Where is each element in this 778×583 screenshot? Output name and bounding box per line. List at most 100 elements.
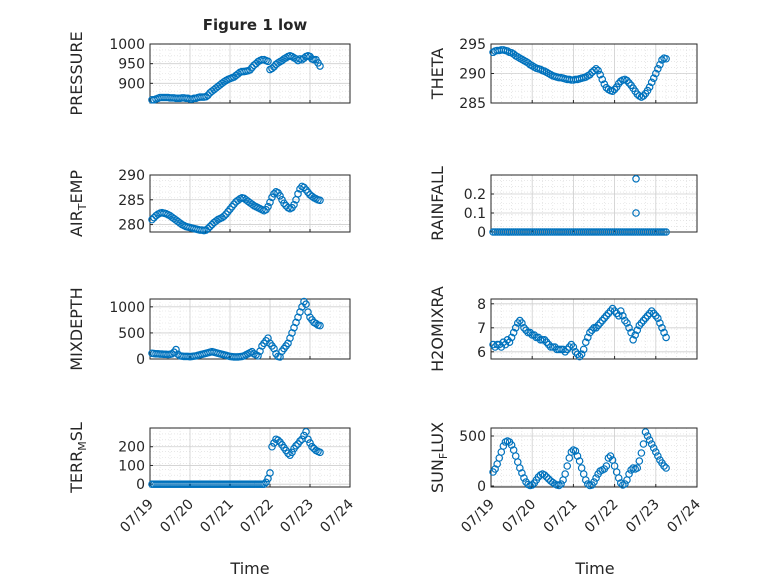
data-point (316, 196, 324, 205)
x-tick-label: 07/23 (623, 496, 663, 536)
data-point (654, 64, 662, 73)
data-point (176, 219, 184, 227)
data-point (579, 345, 588, 354)
data-point (654, 452, 662, 460)
data-point (602, 462, 611, 470)
data-point (505, 338, 514, 347)
data-point (522, 326, 530, 335)
data-point (268, 442, 276, 451)
data-point (516, 464, 524, 472)
data-point (276, 192, 284, 200)
data-point (246, 66, 254, 74)
y-axis-label-text: SUN (428, 459, 447, 493)
data-point (501, 340, 510, 349)
y-axis-label: RAINFALL (428, 166, 447, 241)
data-point (645, 83, 654, 91)
y-tick-label: 950 (118, 57, 145, 73)
data-point (212, 217, 220, 225)
data-point (507, 441, 516, 449)
data-point (590, 323, 598, 332)
y-axis-label-text: H2OMIXRA (428, 286, 447, 372)
data-point (625, 79, 633, 87)
data-point (649, 309, 658, 318)
axes-box (490, 174, 698, 233)
data-point (567, 448, 576, 456)
y-axis-label: H2OMIXRA (428, 286, 447, 372)
data-point (536, 335, 545, 344)
data-point (266, 198, 274, 207)
data-point (594, 66, 602, 75)
data-point (643, 311, 652, 320)
x-tick-label: 07/20 (157, 496, 197, 536)
y-axis-label-text: THETA (428, 48, 447, 100)
data-point (632, 175, 640, 183)
y-tick-label: 285 (459, 96, 486, 112)
data-point (152, 211, 160, 220)
data-point (586, 328, 594, 337)
y-axis-label-subscript: T (76, 203, 89, 211)
data-point (602, 311, 611, 320)
data-point (561, 347, 569, 356)
data-point (590, 66, 598, 75)
axes-box (490, 298, 698, 360)
data-point (662, 333, 670, 342)
x-axis-label-left: Time (229, 559, 269, 578)
data-point (643, 432, 652, 440)
y-axis-label-text: MIXDEPTH (67, 287, 86, 370)
x-tick-label: 07/22 (582, 496, 622, 536)
axes-box (149, 43, 351, 104)
data-point (308, 192, 316, 201)
y-axis-label: TERRMSL (67, 422, 89, 494)
panel-3: 280 285 290 AIRTEMP (67, 168, 351, 237)
data-point (575, 457, 584, 465)
data-point (639, 440, 648, 448)
data-point (619, 311, 627, 320)
data-point (608, 304, 617, 313)
data-point (290, 200, 298, 209)
panel-7: 0 100 200 07/19 07/20 07/21 07/22 07/23 07/24 TER… (67, 422, 357, 536)
data-point (302, 427, 310, 436)
data-point (548, 343, 557, 351)
data-point (493, 340, 501, 349)
y-tick-label: 100 (118, 458, 145, 474)
panel-4: 0 0.1 0.2 RAINFALL (428, 166, 698, 241)
axes-box (149, 174, 351, 233)
data-point (594, 321, 602, 330)
y-axis-label-subscript: M (76, 441, 89, 451)
data-point (204, 224, 212, 233)
data-point (662, 228, 670, 236)
data-point (532, 333, 541, 342)
data-point (565, 343, 574, 351)
data-point (274, 436, 282, 444)
data-point (590, 478, 598, 486)
x-tick-label: 07/21 (541, 496, 581, 536)
data-point (561, 470, 569, 478)
y-tick-label: 1000 (109, 300, 145, 316)
data-point (604, 454, 613, 462)
data-point (629, 335, 637, 344)
data-point (596, 70, 604, 79)
data-point (563, 345, 572, 354)
data-point (563, 462, 572, 470)
y-tick-label: 280 (118, 218, 145, 234)
data-point (614, 474, 623, 482)
data-point (551, 343, 559, 351)
data-point (557, 480, 565, 488)
y-axis-label-suffix: SL (67, 422, 86, 441)
x-tick-label: 07/19 (117, 496, 157, 536)
data-point (528, 331, 537, 339)
data-point (264, 202, 272, 211)
y-tick-label: 0 (477, 479, 486, 495)
data-point (581, 338, 590, 347)
data-point (658, 228, 666, 236)
y-tick-label: 295 (459, 37, 486, 53)
data-point (571, 347, 580, 356)
data-point (248, 63, 256, 72)
data-point (656, 60, 664, 69)
data-point (316, 321, 324, 330)
data-point (632, 209, 640, 217)
data-point (575, 352, 584, 361)
data-point (518, 469, 526, 477)
